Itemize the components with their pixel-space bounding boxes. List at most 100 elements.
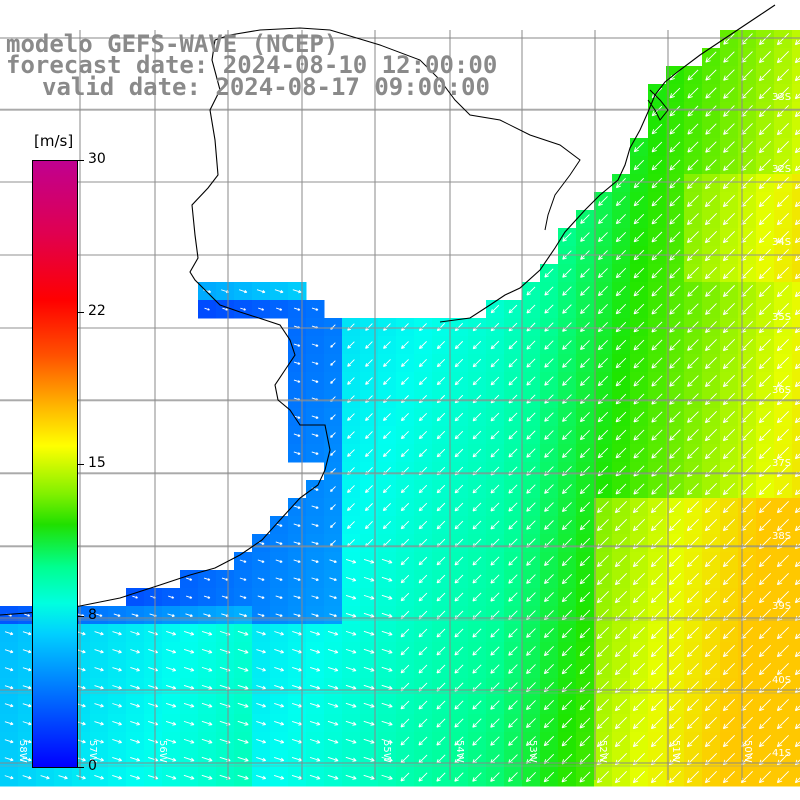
wind-arrow <box>364 503 373 512</box>
wind-arrow <box>311 559 319 563</box>
wind-arrow <box>400 431 409 440</box>
wind-speed-cell <box>792 228 800 247</box>
wind-arrow <box>722 699 735 712</box>
wind-arrow <box>345 558 357 564</box>
wind-arrow <box>794 129 800 136</box>
wind-arrow <box>472 574 482 584</box>
wind-arrow <box>651 123 663 135</box>
wind-arrow <box>705 69 717 81</box>
wind-arrow <box>345 576 357 582</box>
wind-arrow <box>292 631 303 636</box>
wind-speed-cell <box>792 444 800 463</box>
wind-arrow <box>740 771 753 784</box>
wind-arrow <box>596 735 609 748</box>
wind-arrow <box>794 291 800 298</box>
wind-arrow <box>632 591 645 604</box>
wind-arrow <box>794 309 800 316</box>
longitude-label: 55W <box>381 740 392 763</box>
wind-arrow <box>543 771 555 783</box>
wind-arrow <box>723 69 735 81</box>
wind-arrow <box>598 196 608 206</box>
wind-arrow <box>454 592 464 602</box>
wind-arrow <box>310 648 321 654</box>
wind-arrow <box>776 645 789 658</box>
wind-arrow <box>345 630 357 636</box>
wind-arrow <box>311 505 319 509</box>
wind-arrow <box>418 664 428 674</box>
wind-arrow <box>758 195 771 208</box>
wind-arrow <box>669 357 681 369</box>
wind-arrow <box>508 448 518 458</box>
wind-arrow <box>722 645 735 658</box>
wind-arrow <box>758 303 771 316</box>
wind-speed-cell <box>792 588 800 607</box>
wind-arrow <box>687 123 699 135</box>
wind-arrow <box>345 720 357 726</box>
wind-arrow <box>562 268 572 278</box>
wind-arrow <box>758 411 771 424</box>
wind-arrow <box>668 735 681 748</box>
wind-arrow <box>94 703 104 708</box>
wind-arrow <box>311 433 319 437</box>
wind-arrow <box>363 720 375 726</box>
wind-arrow <box>562 232 572 242</box>
wind-arrow <box>76 649 86 654</box>
wind-arrow <box>203 577 211 581</box>
wind-arrow <box>686 519 699 532</box>
wind-arrow <box>686 735 699 748</box>
wind-arrow <box>633 177 645 189</box>
colorbar-tick-mark <box>78 312 84 313</box>
wind-arrow <box>722 411 735 424</box>
wind-arrow <box>327 774 339 780</box>
wind-arrow <box>4 685 14 690</box>
wind-arrow <box>543 717 555 729</box>
wind-arrow <box>632 519 645 532</box>
wind-arrow <box>94 649 104 654</box>
wind-arrow <box>382 485 391 494</box>
wind-arrow <box>686 771 699 784</box>
colorbar-tick-8: 8 <box>88 607 97 623</box>
wind-arrow <box>705 141 717 153</box>
wind-arrow <box>776 321 789 334</box>
wind-arrow <box>508 520 518 530</box>
wind-speed-cell <box>792 642 800 661</box>
wind-arrow <box>363 648 375 654</box>
wind-arrow <box>436 574 446 584</box>
wind-arrow <box>597 429 609 441</box>
wind-arrow <box>758 393 771 406</box>
wind-arrow <box>365 449 373 457</box>
wind-arrow <box>794 147 800 154</box>
wind-arrow <box>597 268 608 279</box>
wind-arrow <box>256 631 266 636</box>
wind-arrow <box>722 663 735 676</box>
wind-arrow <box>239 595 247 599</box>
wind-arrow <box>508 646 518 656</box>
wind-arrow <box>4 757 14 762</box>
wind-arrow <box>418 628 428 638</box>
wind-arrow <box>544 574 554 584</box>
wind-arrow <box>436 520 446 530</box>
wind-arrow <box>705 105 717 117</box>
wind-arrow <box>525 772 536 783</box>
wind-arrow <box>687 69 699 81</box>
wind-arrow <box>526 628 536 638</box>
wind-arrow <box>615 429 627 441</box>
wind-speed-cell <box>792 156 800 175</box>
wind-arrow <box>776 573 789 586</box>
wind-arrow <box>632 627 645 640</box>
wind-arrow <box>436 628 446 638</box>
wind-speed-cell <box>792 534 800 553</box>
wind-arrow <box>758 447 771 460</box>
wind-arrow <box>687 141 699 153</box>
wind-arrow <box>327 738 339 744</box>
wind-arrow <box>293 379 301 383</box>
wind-arrow <box>794 273 800 280</box>
wind-arrow <box>561 771 573 783</box>
wind-speed-cell <box>792 48 800 67</box>
wind-arrow <box>345 684 357 690</box>
wind-arrow <box>687 393 699 405</box>
wind-arrow <box>758 429 771 442</box>
wind-speed-cell <box>792 462 800 481</box>
wind-arrow <box>204 307 210 311</box>
wind-arrow <box>418 359 427 368</box>
